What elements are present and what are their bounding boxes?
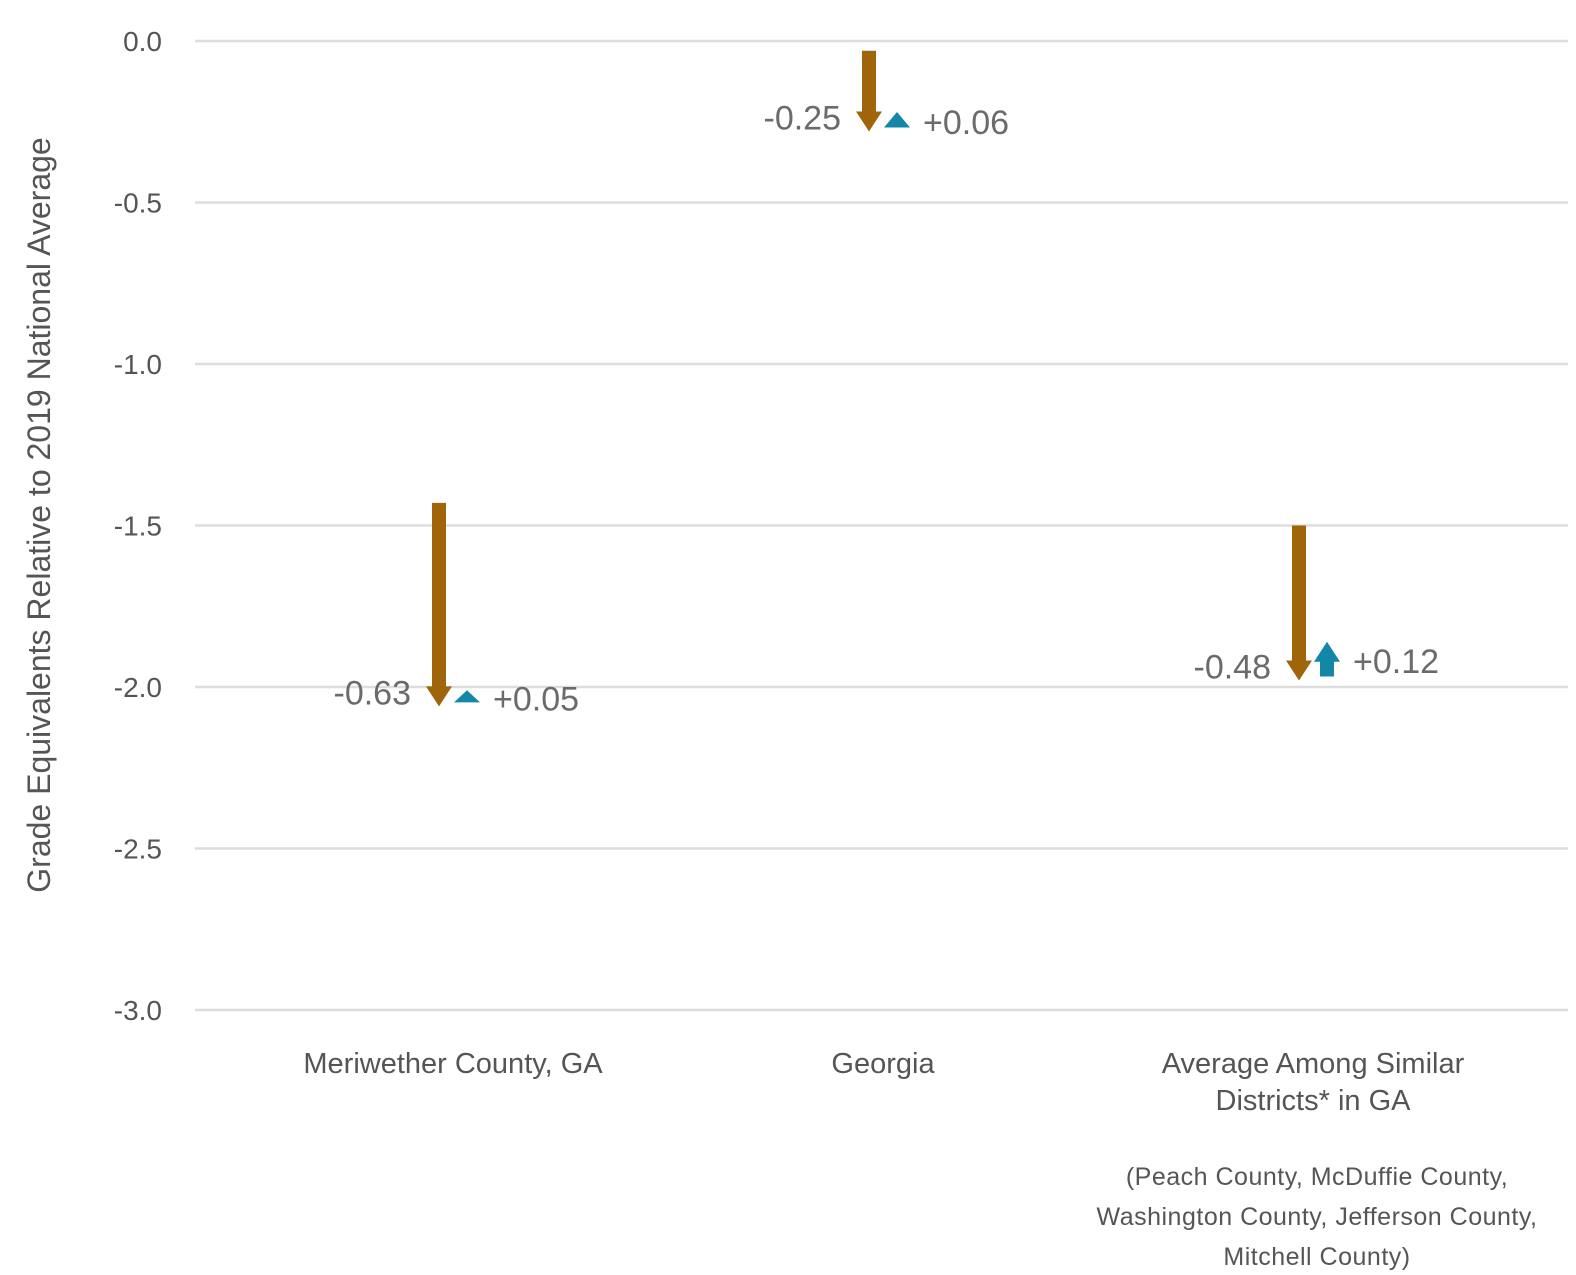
y-tick-label: -0.5 (114, 188, 162, 219)
x-category-label: Meriwether County, GA (303, 1048, 603, 1080)
y-tick-label: -2.5 (114, 834, 162, 865)
decline-arrow (856, 50, 882, 132)
recovery-value-label: +0.05 (493, 680, 579, 718)
decline-value-label: -0.25 (764, 99, 842, 137)
recovery-arrow (884, 112, 910, 128)
x-category-note: Mitchell County) (1223, 1243, 1410, 1271)
y-tick-label: -1.0 (114, 349, 162, 380)
y-tick-label: 0.0 (123, 26, 162, 57)
recovery-arrow (454, 690, 480, 703)
x-category-note: (Peach County, McDuffie County, (1126, 1163, 1508, 1191)
recovery-value-label: +0.12 (1353, 643, 1439, 681)
recovery-value-label: +0.06 (923, 104, 1009, 142)
x-category-note: Washington County, Jefferson County, (1097, 1203, 1538, 1231)
y-tick-label: -3.0 (114, 995, 162, 1026)
y-axis-label: Grade Equivalents Relative to 2019 Natio… (21, 137, 57, 892)
x-category-label: Georgia (831, 1048, 935, 1080)
decline-arrow (1286, 525, 1312, 681)
recovery-arrow (1314, 641, 1340, 677)
y-tick-label: -2.0 (114, 672, 162, 703)
decline-value-label: -0.48 (1194, 649, 1272, 687)
x-category-label: Average Among Similar (1162, 1048, 1465, 1080)
x-category-label: Districts* in GA (1216, 1085, 1412, 1117)
decline-value-label: -0.63 (334, 674, 412, 712)
x-axis-categories: Meriwether County, GA Georgia Average Amon… (303, 1048, 1537, 1271)
chart-marks: -0.63 +0.05 -0.25 +0.06 -0.48 +0.12 (334, 50, 1439, 718)
gridlines (195, 39, 1568, 1012)
y-tick-label: -1.5 (114, 511, 162, 542)
y-axis-ticks: 0.0 -0.5 -1.0 -1.5 -2.0 -2.5 -3.0 (114, 26, 162, 1026)
decline-arrow (426, 502, 452, 707)
